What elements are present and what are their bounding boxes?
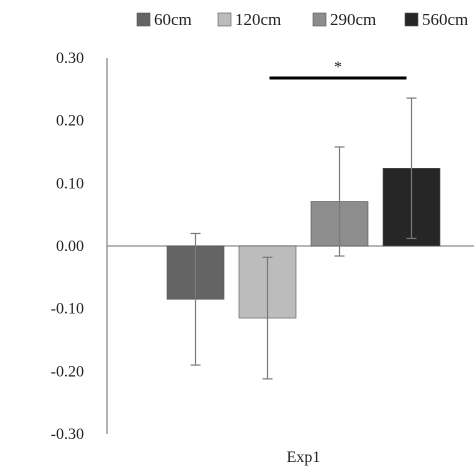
- category-labels: Exp1: [287, 449, 321, 466]
- bars: [166, 167, 441, 319]
- y-tick-label: -0.20: [51, 363, 84, 380]
- legend-swatch-60cm: [136, 12, 151, 27]
- y-tick-label: 0.20: [56, 113, 84, 130]
- legend-label-60cm: 60cm: [154, 10, 192, 29]
- y-tick-label: 0.00: [56, 238, 84, 255]
- legend: 60cm 120cm 290cm 560cm: [136, 10, 468, 29]
- legend-swatch-290cm: [312, 12, 327, 27]
- y-tick-label: 0.30: [56, 50, 84, 67]
- category-label: Exp1: [287, 449, 321, 466]
- legend-swatch-120cm: [217, 12, 232, 27]
- y-tick-label: -0.30: [51, 426, 84, 443]
- legend-swatch-560cm: [404, 12, 419, 27]
- significance-label: *: [334, 59, 342, 76]
- legend-label-120cm: 120cm: [235, 10, 281, 29]
- y-tick-label: 0.10: [56, 175, 84, 192]
- legend-label-290cm: 290cm: [330, 10, 376, 29]
- legend-label-560cm: 560cm: [422, 10, 468, 29]
- y-axis: 0.30 0.20 0.10 0.00 -0.10 -0.20 -0.30: [51, 50, 108, 443]
- y-tick-label: -0.10: [51, 301, 84, 318]
- significance-marker: *: [269, 59, 407, 80]
- error-bars: [190, 97, 417, 380]
